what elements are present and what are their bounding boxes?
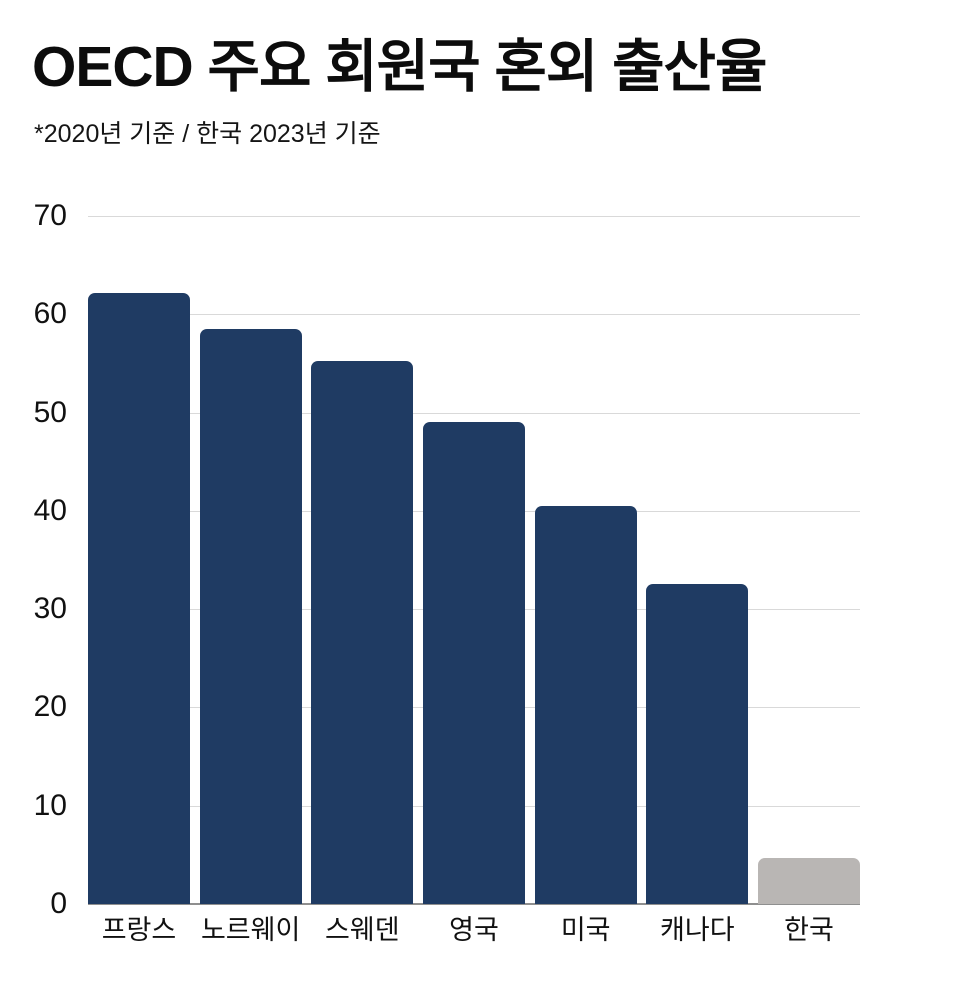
bar-0 xyxy=(88,292,190,904)
chart-title: OECD 주요 회원국 혼외 출산율 xyxy=(32,35,767,99)
gridline xyxy=(88,412,860,414)
gridline xyxy=(88,216,860,217)
y-axis-tick-label: 10 xyxy=(33,788,67,822)
bar-4 xyxy=(534,505,637,904)
bar-3 xyxy=(423,422,525,904)
y-axis-tick-label: 0 xyxy=(50,887,67,920)
x-axis-label-3: 영국 xyxy=(449,915,499,945)
y-axis-tick-label: 60 xyxy=(33,297,67,331)
y-axis-tick-label: 70 xyxy=(33,199,67,232)
x-axis-label-6: 한국 xyxy=(784,915,834,945)
x-axis-label-4: 미국 xyxy=(560,915,611,945)
bar-2 xyxy=(311,361,414,904)
y-axis-tick-label: 40 xyxy=(33,493,67,527)
y-axis-tick-label: 20 xyxy=(33,690,67,724)
chart-subtitle: *2020년 기준 / 한국 2023년 기준 xyxy=(34,120,381,148)
bar-1 xyxy=(199,329,302,904)
x-axis-label-0: 프랑스 xyxy=(101,915,177,945)
x-axis-label-5: 캐나다 xyxy=(660,915,735,945)
bar-6 xyxy=(758,857,860,904)
y-axis-tick-label: 30 xyxy=(33,592,67,626)
y-axis-tick-label: 50 xyxy=(33,395,67,429)
x-axis-label-2: 스웨덴 xyxy=(325,915,400,945)
gridline xyxy=(88,314,860,316)
bar-5 xyxy=(646,583,749,904)
x-axis-line xyxy=(88,903,860,905)
x-axis-label-1: 노르웨이 xyxy=(200,915,301,945)
